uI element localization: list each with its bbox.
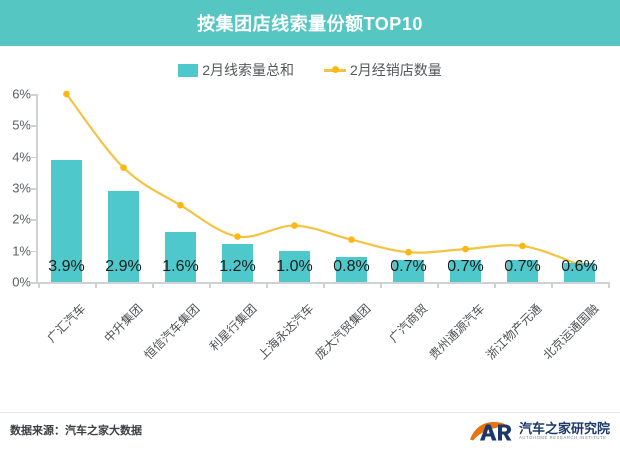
plot-region: 0% 1% 2% 3% 4% 5% 6% 3.9% 2.9% 1.6% 1.2% 1.0% 0.8% 0… xyxy=(0,86,620,298)
line-data-point xyxy=(519,242,526,250)
y-axis-tick xyxy=(30,156,36,159)
x-axis-tick xyxy=(323,282,325,288)
x-axis-tick xyxy=(95,282,97,288)
x-axis-category-label: 中升集团 xyxy=(100,301,145,346)
y-axis-tick-label: 1% xyxy=(12,243,31,259)
x-axis-tick xyxy=(38,282,40,288)
logo-title: 汽车之家研究院 xyxy=(518,420,610,436)
logo-subtitle: AUTOHOME RESEARCH INSTITUTE xyxy=(518,434,607,440)
x-axis-category-label: 北京运通国融 xyxy=(539,301,601,363)
logo-text: 汽车之家研究院 AUTOHOME RESEARCH INSTITUTE xyxy=(519,422,610,440)
chart-header: 按集团店线索量份额TOP10 xyxy=(0,0,620,46)
brand-logo: 汽车之家研究院 AUTOHOME RESEARCH INSTITUTE xyxy=(469,419,610,443)
y-axis-tick xyxy=(30,282,36,284)
y-axis-tick-label: 6% xyxy=(12,86,31,102)
bar xyxy=(507,260,538,282)
x-axis-category-label: 广汽商贸 xyxy=(385,301,430,346)
line-data-point xyxy=(291,222,298,229)
x-axis-tick xyxy=(551,282,553,288)
x-axis-line xyxy=(36,282,608,284)
line-data-point xyxy=(405,248,412,256)
bar-value-label: 3.9% xyxy=(48,258,85,275)
bar xyxy=(564,263,595,282)
y-axis-tick-label: 0% xyxy=(12,274,31,290)
bar xyxy=(336,256,367,282)
x-axis-category-label: 贵州通源汽车 xyxy=(425,301,487,363)
bar xyxy=(279,250,310,282)
footer-divider xyxy=(0,412,620,413)
bar-value-label: 0.7% xyxy=(447,258,484,275)
x-axis-category-label: 庞大汽贸集团 xyxy=(311,301,373,363)
legend-item-line: 2月经销店数量 xyxy=(324,60,442,80)
line-data-point xyxy=(120,164,127,171)
y-axis-tick xyxy=(30,250,36,253)
x-axis-tick xyxy=(380,282,382,288)
x-axis-category-label: 恒信汽车集团 xyxy=(140,301,202,363)
y-axis-labels: 0% 1% 2% 3% 4% 5% 6% xyxy=(0,86,34,298)
line-path xyxy=(65,92,581,266)
bar-value-label: 0.7% xyxy=(390,258,427,275)
bar xyxy=(393,260,424,282)
x-axis-tick xyxy=(608,282,610,288)
chart-legend: 2月线索量总和 2月经销店数量 xyxy=(0,58,620,82)
x-axis-tick xyxy=(437,282,439,288)
y-axis-tick xyxy=(30,125,36,127)
x-axis-tick xyxy=(209,282,211,288)
bar xyxy=(108,191,139,282)
bar xyxy=(51,159,82,282)
line-data-point xyxy=(462,245,469,253)
y-axis-tick-label: 4% xyxy=(12,149,31,165)
bar-value-label: 1.6% xyxy=(162,258,199,275)
y-axis-tick-label: 3% xyxy=(12,180,31,196)
bar-value-label: 0.6% xyxy=(561,258,598,275)
bar-value-label: 1.0% xyxy=(276,258,313,275)
line-data-point xyxy=(177,201,184,209)
y-axis-tick-label: 5% xyxy=(12,117,31,133)
legend-item-bar: 2月线索量总和 xyxy=(178,60,294,80)
x-axis-category-label: 浙江物产元通 xyxy=(482,301,544,363)
bar xyxy=(222,244,253,282)
x-axis-tick xyxy=(494,282,496,288)
ar-logo-icon xyxy=(469,422,512,441)
x-axis-tick xyxy=(152,282,154,288)
data-source-note: 数据来源：汽车之家大数据 xyxy=(10,425,142,437)
bar xyxy=(450,260,481,282)
legend-label-bar: 2月线索量总和 xyxy=(202,62,294,78)
square-swatch-icon xyxy=(178,63,199,77)
bar xyxy=(165,231,196,282)
x-axis-category-labels: 广汇汽车 中升集团 恒信汽车集团 利星行集团 上海永达汽车 庞大汽贸集团 广汽商贸 贵州通源汽… xyxy=(38,300,608,400)
x-axis-category-label: 广汇汽车 xyxy=(43,301,88,346)
line-data-point xyxy=(348,236,355,243)
y-axis-tick xyxy=(30,94,36,96)
page-title: 按集团店线索量份额TOP10 xyxy=(197,14,423,34)
bar-value-label: 1.2% xyxy=(219,258,256,275)
x-axis-tick xyxy=(266,282,268,288)
bar-value-label: 2.9% xyxy=(105,258,142,275)
legend-label-line: 2月经销店数量 xyxy=(350,62,442,78)
line-data-point xyxy=(63,90,70,98)
bar-value-label: 0.8% xyxy=(333,258,370,275)
x-axis-category-label: 上海永达汽车 xyxy=(254,301,316,363)
line-data-point xyxy=(234,233,241,240)
x-axis-category-label: 利星行集团 xyxy=(206,301,259,354)
y-axis-tick-label: 2% xyxy=(12,211,31,227)
bar-value-label: 0.7% xyxy=(504,258,541,275)
y-axis-line xyxy=(36,94,38,282)
line-marker-icon xyxy=(324,64,346,76)
plot-area xyxy=(38,88,608,288)
y-axis-tick xyxy=(30,188,36,190)
y-axis-tick xyxy=(30,219,36,221)
